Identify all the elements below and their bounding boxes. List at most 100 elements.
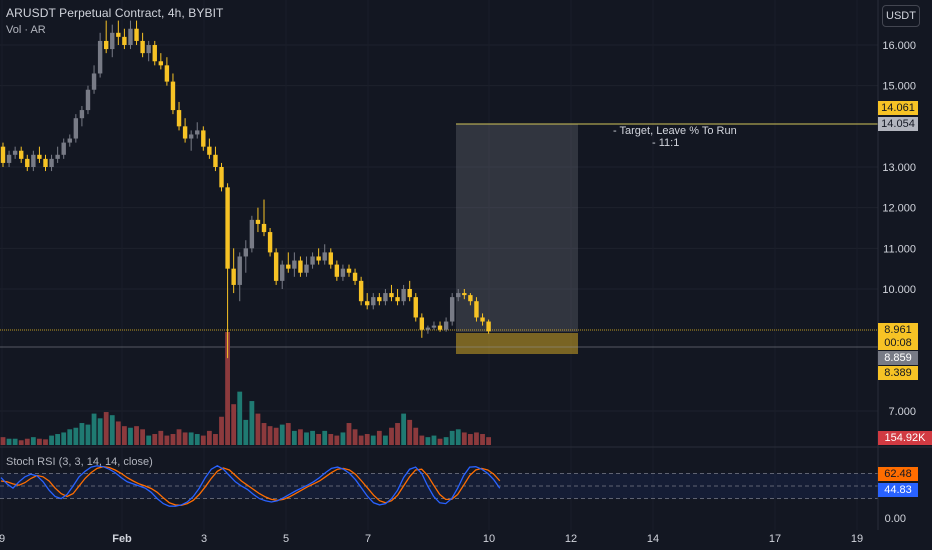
volume-bar [273, 427, 279, 445]
volume-bar [431, 435, 437, 445]
price-axis[interactable]: 16.000 15.000 13.000 12.000 11.000 10.000 7.00… [882, 40, 916, 525]
candle [352, 268, 358, 285]
volume-bar [200, 435, 206, 445]
candle [280, 260, 285, 290]
candle [310, 252, 315, 269]
volume-bar [194, 434, 200, 445]
price-tick: 16.000 [882, 40, 916, 52]
candle-body [401, 289, 406, 302]
candle [122, 28, 127, 50]
candle [243, 240, 248, 273]
candle [389, 284, 394, 302]
volume-bar [85, 424, 91, 445]
candle [474, 297, 479, 322]
candle [419, 313, 425, 338]
candle-body [134, 28, 139, 41]
grid-lines [0, 44, 878, 412]
volume-bar [383, 435, 388, 445]
candle [249, 215, 255, 253]
candle [346, 264, 352, 277]
volume-bar [455, 429, 461, 445]
candle-body [0, 146, 6, 163]
volume-bar [170, 434, 176, 445]
volume-bar [237, 391, 243, 445]
target-zone[interactable] [456, 124, 578, 332]
candle-body [425, 327, 431, 330]
volume-bar [370, 435, 376, 445]
volume-bar [188, 432, 194, 445]
candle-body [73, 118, 79, 139]
candle-body [468, 295, 473, 302]
candle [298, 256, 303, 277]
candle-body [340, 268, 346, 277]
volume-bar [407, 419, 413, 445]
candle [207, 138, 212, 159]
stoch-k-line [0, 465, 501, 507]
time-axis[interactable]: 9 Feb 3 5 7 10 12 14 17 19 [0, 533, 863, 545]
candle-body [486, 321, 491, 332]
price-tick: 13.000 [882, 162, 916, 174]
candle-body [322, 252, 327, 261]
candle-body [170, 81, 176, 111]
candle [292, 252, 297, 277]
candle-body [377, 297, 382, 302]
stoch-d-value: 62.48 [878, 467, 918, 481]
candle-body [67, 138, 72, 143]
candle-body [395, 297, 400, 302]
candle-body [286, 264, 291, 269]
candle [6, 150, 12, 168]
candle-body [158, 61, 164, 66]
volume-bar [73, 427, 79, 445]
volume-bar [437, 438, 443, 445]
price-tick: 10.000 [882, 284, 916, 296]
volume-bar [18, 440, 24, 445]
volume-bar [261, 423, 267, 445]
candle-body [419, 317, 425, 330]
candle [273, 248, 279, 285]
volume-bar [91, 413, 97, 445]
volume-bar [395, 423, 400, 445]
candle [316, 248, 321, 265]
candle-body [449, 297, 455, 322]
volume-bar [67, 429, 73, 445]
target-line-label: 14.054 [878, 117, 918, 131]
candle [85, 85, 91, 115]
volume-indicator-label[interactable]: Vol · AR [6, 24, 46, 36]
candle-body [480, 317, 485, 322]
candle [304, 256, 309, 277]
candle [365, 293, 370, 310]
volume-bar [461, 432, 467, 445]
candle [134, 20, 139, 45]
candle-body [383, 293, 388, 302]
volume-bar [115, 421, 121, 445]
candle-body [407, 289, 412, 298]
candle-body [298, 260, 303, 273]
candle-body [97, 40, 103, 74]
volume-bar [109, 415, 115, 445]
volume-bar [61, 432, 67, 445]
volume-bar [255, 413, 261, 445]
candle [97, 32, 103, 78]
volume-bar [6, 438, 12, 445]
candle-body [55, 154, 60, 159]
candle-body [231, 268, 236, 285]
candle-body [310, 256, 315, 265]
stoch-band [0, 473, 878, 499]
candle [383, 289, 388, 306]
stoch-rsi-label[interactable]: Stoch RSI (3, 3, 14, 14, close) [6, 456, 153, 468]
candle [49, 154, 54, 172]
candle [12, 146, 18, 159]
candle-body [474, 301, 479, 318]
stop-zone[interactable] [456, 333, 578, 354]
candle-body [188, 134, 194, 139]
candle-body [255, 219, 261, 224]
candle-body [225, 187, 230, 269]
candle [456, 289, 461, 302]
candle [195, 122, 200, 139]
time-tick: Feb [112, 533, 132, 545]
currency-button[interactable]: USDT [882, 5, 920, 27]
volume-bar [24, 438, 30, 445]
stoch-k-value: 44.83 [878, 483, 918, 497]
volume-bar [79, 423, 85, 445]
